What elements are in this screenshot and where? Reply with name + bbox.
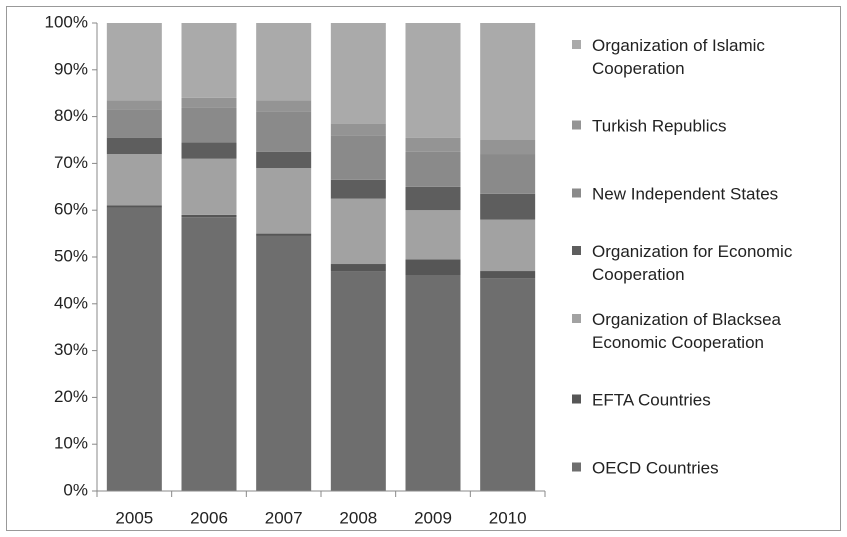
x-tick-label: 2005 xyxy=(115,508,153,527)
legend-label: Organization of Islamic Cooperation xyxy=(592,36,765,78)
y-tick-label: 50% xyxy=(54,246,88,265)
bar-segment xyxy=(256,151,312,169)
legend-item: OECD Countries xyxy=(572,457,834,480)
bar-segment xyxy=(330,198,386,265)
legend-item: Turkish Republics xyxy=(572,114,834,137)
x-tick-label: 2009 xyxy=(414,508,452,527)
legend-swatch xyxy=(572,245,581,255)
bar-segment xyxy=(181,107,237,143)
bar-segment xyxy=(480,193,536,220)
bar-segment xyxy=(480,140,536,155)
legend-swatch xyxy=(572,188,581,198)
y-tick-label: 20% xyxy=(54,387,88,406)
bar-segment xyxy=(181,23,237,98)
bar-segment xyxy=(106,207,162,492)
y-tick-label: 80% xyxy=(54,106,88,125)
legend-label: Turkish Republics xyxy=(592,116,727,135)
legend-label: New Independent States xyxy=(592,184,779,204)
legend-swatch xyxy=(572,120,581,129)
bar-segment xyxy=(106,205,162,208)
legend-swatch xyxy=(572,314,581,323)
legend-label: EFTA Countries xyxy=(592,390,711,409)
bar-segment xyxy=(106,109,162,138)
bar-segment xyxy=(330,123,386,136)
bar-segment xyxy=(181,158,237,215)
legend-item: Organization of Blacksea Economic Cooper… xyxy=(572,308,834,354)
bar-segment xyxy=(405,186,461,211)
bar-segment xyxy=(480,219,536,272)
bar-segment xyxy=(256,235,312,491)
y-tick-label: 70% xyxy=(54,153,88,172)
bar-segment xyxy=(330,271,386,491)
bar-segment xyxy=(256,100,312,112)
bar-segment xyxy=(405,275,461,491)
y-tick-label: 40% xyxy=(54,293,88,312)
y-tick-label: 30% xyxy=(54,340,88,359)
bar-segment xyxy=(405,259,461,276)
bar-segment xyxy=(405,137,461,152)
legend-item: Organization for Economic Cooperation xyxy=(572,240,834,286)
legend-item: New Independent States xyxy=(572,183,834,206)
y-tick-label: 60% xyxy=(54,200,88,219)
legend-swatch xyxy=(572,462,581,472)
bar-segment xyxy=(405,151,461,187)
y-tick-label: 100% xyxy=(45,12,88,31)
legend-label: Organization of Blacksea Economic Cooper… xyxy=(592,310,781,352)
legend-swatch xyxy=(572,394,581,403)
legend-item: EFTA Countries xyxy=(572,388,834,411)
bar-segment xyxy=(480,154,536,194)
bar-segment xyxy=(330,179,386,199)
y-tick-label: 10% xyxy=(54,434,88,453)
bar-segment xyxy=(480,271,536,279)
legend-swatch xyxy=(572,40,581,49)
bar-segment xyxy=(181,97,237,108)
legend-label: Organization for Economic Cooperation xyxy=(592,241,793,284)
y-tick-label: 0% xyxy=(63,480,88,499)
bar-segment xyxy=(181,214,237,218)
bar-segment xyxy=(181,217,237,491)
legend-item: Organization of Islamic Cooperation xyxy=(572,34,834,80)
bar-segment xyxy=(106,100,162,110)
x-tick-label: 2008 xyxy=(339,508,377,527)
legend-label: OECD Countries xyxy=(592,458,719,478)
bar-segment xyxy=(256,233,312,236)
bar-segment xyxy=(405,210,461,260)
bar-segment xyxy=(256,23,312,101)
bar-segment xyxy=(256,111,312,152)
bar-segment xyxy=(106,154,162,206)
bar-segment xyxy=(330,264,386,272)
x-tick-label: 2007 xyxy=(265,508,303,527)
bar-segment xyxy=(330,135,386,180)
bar-segment xyxy=(256,168,312,234)
x-tick-label: 2010 xyxy=(489,508,527,527)
bar-segment xyxy=(405,23,461,138)
bar-segment xyxy=(480,278,536,491)
bar-segment xyxy=(330,23,386,124)
y-tick-label: 90% xyxy=(54,59,88,78)
bar-segment xyxy=(106,23,162,101)
bar-segment xyxy=(106,137,162,155)
bar-segment xyxy=(480,23,536,140)
bar-segment xyxy=(181,142,237,159)
x-tick-label: 2006 xyxy=(190,508,228,527)
